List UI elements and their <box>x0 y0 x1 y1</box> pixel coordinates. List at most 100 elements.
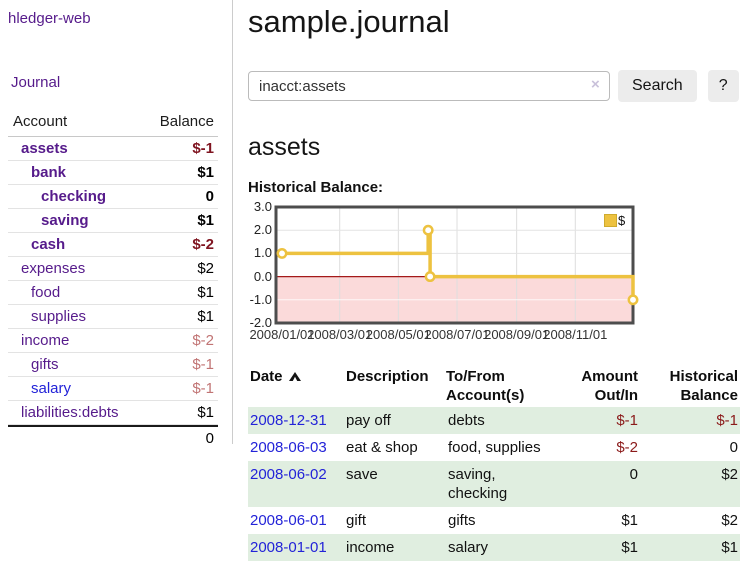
accounts-total-value: 0 <box>205 430 214 447</box>
account-link[interactable]: gifts <box>31 356 59 373</box>
register-header-row: Date Description To/From Account(s) Amou… <box>248 365 740 407</box>
accounts-total-row: 0 <box>8 425 218 450</box>
chart-point <box>424 271 436 283</box>
chart-legend: $ <box>604 213 625 228</box>
transaction-description: gift <box>346 512 367 529</box>
legend-label: $ <box>618 213 626 228</box>
account-balance: $1 <box>197 212 214 229</box>
transaction-date-link[interactable]: 2008-06-02 <box>250 466 327 483</box>
register-row: 2008-12-31 pay off debts $-1 $-1 <box>248 407 740 434</box>
register-row: 2008-06-02 save saving, checking 0 $2 <box>248 461 740 507</box>
x-axis-label: 2008/09/01 <box>484 327 550 342</box>
y-axis-label: 2.0 <box>253 222 272 238</box>
account-balance: $-1 <box>192 380 214 397</box>
transaction-amount: $-1 <box>616 412 638 429</box>
account-balance: $1 <box>197 308 214 325</box>
account-row-assets: assets $-1 <box>8 137 218 161</box>
page-title: sample.journal <box>248 4 450 39</box>
account-link[interactable]: income <box>21 332 70 349</box>
y-axis-label: -2.0 <box>249 315 272 330</box>
historical-balance-chart[interactable]: $ 3.0 2.0 1.0 0.0 -1.0 -2.0 2008/01/01 2008/03/… <box>248 199 742 348</box>
account-row-gifts: gifts $-1 <box>8 353 218 377</box>
transaction-date-link[interactable]: 2008-01-01 <box>250 539 327 556</box>
register-row: 2008-06-03 eat & shop food, supplies $-2 0 <box>248 434 740 461</box>
transaction-accounts: gifts <box>448 512 476 529</box>
account-link[interactable]: saving <box>41 212 89 229</box>
y-axis-label: -1.0 <box>249 291 272 307</box>
y-axis-label: 3.0 <box>253 199 272 214</box>
balance-column-header: Historical Balance <box>669 368 738 404</box>
sidebar-item-journal[interactable]: Journal <box>11 74 61 91</box>
transaction-amount: 0 <box>629 466 638 483</box>
chart-point <box>276 247 288 259</box>
x-axis-label: 2008/11/01 <box>543 327 608 342</box>
app-title-link[interactable]: hledger-web <box>8 10 91 27</box>
balance-column-header: Balance <box>159 113 214 130</box>
date-header-label: Date <box>250 368 283 385</box>
transaction-balance: 0 <box>729 439 738 456</box>
register-row: 2008-06-01 gift gifts $1 $2 <box>248 507 740 534</box>
date-column-header[interactable]: Date <box>248 365 344 407</box>
account-heading: assets <box>248 133 321 161</box>
account-link[interactable]: salary <box>31 380 72 397</box>
account-row-expenses: expenses $2 <box>8 257 218 281</box>
account-balance: $1 <box>197 284 214 301</box>
account-balance: $1 <box>197 164 214 181</box>
chart-point <box>627 294 639 306</box>
account-link[interactable]: supplies <box>31 308 87 325</box>
search-input[interactable] <box>248 71 610 101</box>
account-link[interactable]: assets <box>21 140 68 157</box>
account-row-income: income $-2 <box>8 329 218 353</box>
transaction-description: save <box>346 466 378 483</box>
transaction-amount: $-2 <box>616 439 638 456</box>
accounts-table-header: Account Balance <box>8 110 218 137</box>
account-link[interactable]: liabilities:debts <box>21 404 119 421</box>
x-axis-label: 2008/03/01 <box>307 327 373 342</box>
account-link[interactable]: expenses <box>21 260 86 277</box>
transaction-accounts: saving, checking <box>448 466 508 502</box>
transaction-date-link[interactable]: 2008-06-03 <box>250 439 327 456</box>
transaction-balance: $2 <box>721 466 738 483</box>
account-link[interactable]: food <box>31 284 61 301</box>
account-balance: $2 <box>197 260 214 277</box>
transaction-amount: $1 <box>621 512 638 529</box>
main-content: sample.journal × Search ? assets Histori… <box>248 0 742 561</box>
account-link[interactable]: bank <box>31 164 67 181</box>
account-row-checking: checking 0 <box>8 185 218 209</box>
tofrom-column-header: To/From Account(s) <box>446 368 525 404</box>
amount-column-header: Amount Out/In <box>581 368 638 404</box>
transaction-date-link[interactable]: 2008-12-31 <box>250 412 327 429</box>
x-axis-label: 2008/05/01 <box>365 327 431 342</box>
account-row-bank: bank $1 <box>8 161 218 185</box>
account-row-liabilities:debts: liabilities:debts $1 <box>8 401 218 425</box>
transaction-accounts: debts <box>448 412 485 429</box>
transaction-description: eat & shop <box>346 439 418 456</box>
account-link[interactable]: checking <box>41 188 107 205</box>
chart-title: Historical Balance: <box>248 179 384 196</box>
account-row-cash: cash $-2 <box>8 233 218 257</box>
clear-search-icon[interactable]: × <box>591 76 600 93</box>
account-balance: 0 <box>205 188 214 205</box>
search-button[interactable]: Search <box>618 70 697 102</box>
account-row-food: food $1 <box>8 281 218 305</box>
y-axis-label: 1.0 <box>253 245 272 261</box>
register-row: 2008-01-01 income salary $1 $1 <box>248 534 740 561</box>
transaction-description: pay off <box>346 412 391 429</box>
account-link[interactable]: cash <box>31 236 66 253</box>
help-button[interactable]: ? <box>707 70 739 102</box>
description-column-header: Description <box>346 368 429 385</box>
transaction-accounts: food, supplies <box>448 439 541 456</box>
transaction-accounts: salary <box>448 539 489 556</box>
sort-ascending-icon <box>288 367 301 386</box>
account-balance: $-2 <box>192 332 214 349</box>
transaction-balance: $2 <box>721 512 738 529</box>
account-balance: $-2 <box>192 236 214 253</box>
y-axis-label: 0.0 <box>253 268 272 284</box>
transaction-date-link[interactable]: 2008-06-01 <box>250 512 327 529</box>
chart-point <box>422 224 434 236</box>
transaction-balance: $1 <box>721 539 738 556</box>
accounts-table: Account Balance assets $-1 bank $1 checking 0… <box>8 110 218 450</box>
account-column-header: Account <box>13 113 68 130</box>
legend-swatch-icon <box>604 214 617 227</box>
transaction-amount: $1 <box>621 539 638 556</box>
